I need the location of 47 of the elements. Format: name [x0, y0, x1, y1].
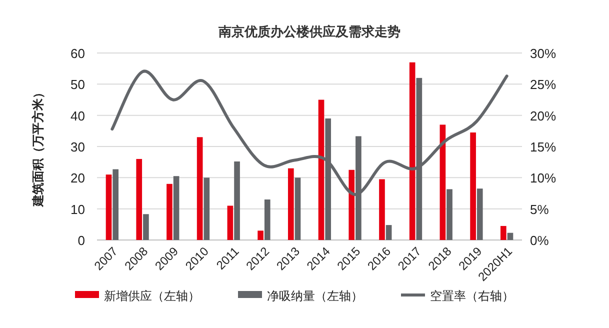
bar — [196, 137, 203, 240]
y-axis-title: 建筑面积（万平方米） — [31, 86, 45, 208]
bar — [143, 214, 149, 240]
y-tick-label: 0 — [78, 233, 85, 248]
y-tick-label: 30 — [70, 140, 85, 154]
bar — [318, 100, 324, 240]
bar — [136, 158, 142, 240]
bar — [294, 178, 301, 240]
bar — [446, 189, 452, 240]
bar — [476, 188, 483, 240]
bar — [173, 176, 180, 240]
bar — [348, 170, 355, 240]
bar — [112, 169, 119, 240]
y2-tick-label: 25% — [530, 77, 556, 92]
y2-tick-label: 0% — [530, 233, 550, 248]
bar — [356, 136, 362, 240]
bar — [386, 225, 392, 240]
y-tick-label: 50 — [70, 77, 85, 92]
y2-tick-label: 10% — [530, 170, 556, 186]
chart-title: 南京优质办公楼供应及需求走势 — [218, 24, 400, 39]
bar — [258, 230, 264, 240]
bar — [416, 78, 422, 240]
y-tick-label: 40 — [70, 108, 85, 124]
y2-tick-label: 20% — [530, 108, 556, 124]
legend-label: 净吸纳量（左轴） — [267, 289, 363, 303]
bar — [507, 232, 514, 240]
bar — [106, 174, 112, 240]
bar — [379, 179, 385, 240]
bar — [166, 184, 172, 240]
bar — [470, 132, 476, 240]
bar — [264, 199, 270, 240]
legend-label: 空置率（右轴） — [430, 289, 514, 303]
y-tick-label: 20 — [70, 170, 85, 186]
bar — [288, 168, 294, 240]
y-tick-label: 60 — [70, 46, 85, 61]
bar — [227, 206, 234, 240]
bar — [440, 124, 446, 240]
legend-label: 新增供应（左轴） — [104, 289, 200, 303]
bar — [500, 226, 506, 240]
bar — [325, 118, 332, 240]
bar — [204, 178, 210, 240]
bar — [234, 161, 240, 240]
y-tick-label: 10 — [70, 202, 85, 217]
y2-tick-label: 15% — [530, 140, 556, 154]
y2-tick-label: 5% — [530, 202, 550, 217]
y2-tick-label: 30% — [530, 46, 556, 61]
bar — [409, 62, 416, 240]
